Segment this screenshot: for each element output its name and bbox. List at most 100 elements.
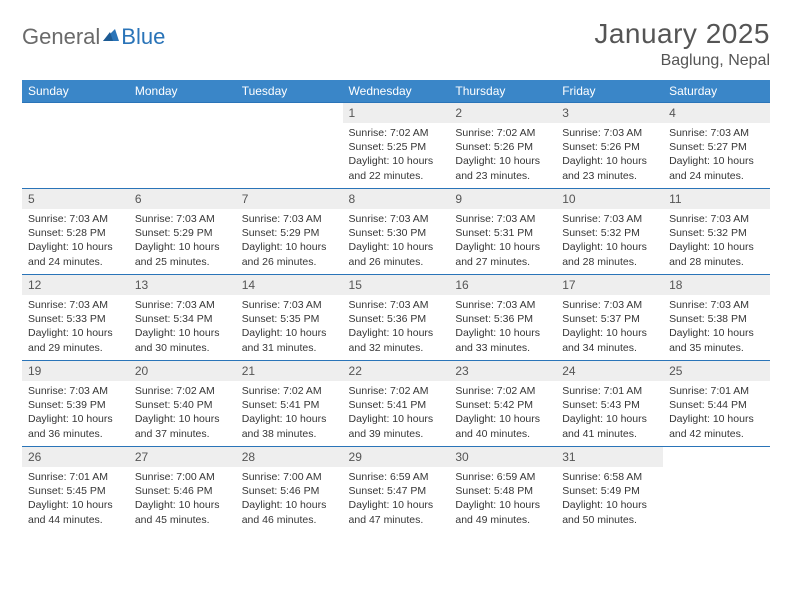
detail-line: Sunrise: 6:59 AM [349, 470, 444, 484]
detail-line: and 30 minutes. [135, 341, 230, 355]
detail-line: Sunset: 5:26 PM [562, 140, 657, 154]
day-number: 1 [343, 103, 450, 123]
detail-line: Sunset: 5:34 PM [135, 312, 230, 326]
day-cell: 22Sunrise: 7:02 AMSunset: 5:41 PMDayligh… [343, 361, 450, 447]
detail-line: Daylight: 10 hours [28, 240, 123, 254]
weekday-header: Saturday [663, 80, 770, 103]
location: Baglung, Nepal [594, 52, 770, 70]
day-number: 5 [22, 189, 129, 209]
day-details: Sunrise: 7:03 AMSunset: 5:34 PMDaylight:… [129, 295, 236, 358]
day-cell: 11Sunrise: 7:03 AMSunset: 5:32 PMDayligh… [663, 189, 770, 275]
weekday-header: Wednesday [343, 80, 450, 103]
detail-line: and 36 minutes. [28, 427, 123, 441]
day-details: Sunrise: 7:03 AMSunset: 5:38 PMDaylight:… [663, 295, 770, 358]
day-cell [129, 103, 236, 189]
day-details: Sunrise: 7:03 AMSunset: 5:32 PMDaylight:… [663, 209, 770, 272]
day-details: Sunrise: 6:59 AMSunset: 5:47 PMDaylight:… [343, 467, 450, 530]
detail-line: Sunrise: 7:02 AM [242, 384, 337, 398]
day-number: 6 [129, 189, 236, 209]
day-cell [236, 103, 343, 189]
detail-line: Sunrise: 7:03 AM [669, 126, 764, 140]
day-cell: 29Sunrise: 6:59 AMSunset: 5:47 PMDayligh… [343, 447, 450, 533]
day-details: Sunrise: 7:03 AMSunset: 5:36 PMDaylight:… [449, 295, 556, 358]
day-details: Sunrise: 7:02 AMSunset: 5:41 PMDaylight:… [236, 381, 343, 444]
day-cell: 31Sunrise: 6:58 AMSunset: 5:49 PMDayligh… [556, 447, 663, 533]
detail-line: Daylight: 10 hours [455, 498, 550, 512]
detail-line: Daylight: 10 hours [455, 412, 550, 426]
detail-line: and 42 minutes. [669, 427, 764, 441]
day-number: 15 [343, 275, 450, 295]
detail-line: Sunrise: 7:03 AM [562, 212, 657, 226]
day-cell: 20Sunrise: 7:02 AMSunset: 5:40 PMDayligh… [129, 361, 236, 447]
detail-line: Daylight: 10 hours [562, 326, 657, 340]
detail-line: and 24 minutes. [28, 255, 123, 269]
detail-line: Sunrise: 7:02 AM [455, 384, 550, 398]
detail-line: and 39 minutes. [349, 427, 444, 441]
day-details: Sunrise: 7:02 AMSunset: 5:25 PMDaylight:… [343, 123, 450, 186]
detail-line: Sunset: 5:38 PM [669, 312, 764, 326]
day-cell: 8Sunrise: 7:03 AMSunset: 5:30 PMDaylight… [343, 189, 450, 275]
day-details: Sunrise: 7:03 AMSunset: 5:26 PMDaylight:… [556, 123, 663, 186]
detail-line: Sunrise: 7:03 AM [562, 126, 657, 140]
detail-line: Sunset: 5:45 PM [28, 484, 123, 498]
day-cell: 17Sunrise: 7:03 AMSunset: 5:37 PMDayligh… [556, 275, 663, 361]
detail-line: Daylight: 10 hours [349, 154, 444, 168]
detail-line: Sunrise: 7:03 AM [455, 298, 550, 312]
day-cell: 7Sunrise: 7:03 AMSunset: 5:29 PMDaylight… [236, 189, 343, 275]
detail-line: Sunrise: 7:03 AM [135, 298, 230, 312]
detail-line: and 33 minutes. [455, 341, 550, 355]
day-cell: 15Sunrise: 7:03 AMSunset: 5:36 PMDayligh… [343, 275, 450, 361]
detail-line: Sunset: 5:40 PM [135, 398, 230, 412]
detail-line: Sunrise: 7:02 AM [349, 384, 444, 398]
detail-line: and 40 minutes. [455, 427, 550, 441]
detail-line: Sunset: 5:26 PM [455, 140, 550, 154]
detail-line: Sunset: 5:44 PM [669, 398, 764, 412]
day-number: 18 [663, 275, 770, 295]
detail-line: Sunrise: 7:03 AM [28, 298, 123, 312]
week-row: 5Sunrise: 7:03 AMSunset: 5:28 PMDaylight… [22, 189, 770, 275]
day-cell: 25Sunrise: 7:01 AMSunset: 5:44 PMDayligh… [663, 361, 770, 447]
detail-line: and 28 minutes. [562, 255, 657, 269]
day-number: 31 [556, 447, 663, 467]
detail-line: and 28 minutes. [669, 255, 764, 269]
day-number: 13 [129, 275, 236, 295]
detail-line: Sunrise: 7:03 AM [242, 298, 337, 312]
detail-line: Daylight: 10 hours [242, 240, 337, 254]
detail-line: Daylight: 10 hours [562, 498, 657, 512]
day-number: 3 [556, 103, 663, 123]
detail-line: and 22 minutes. [349, 169, 444, 183]
detail-line: Sunset: 5:46 PM [242, 484, 337, 498]
day-number: 11 [663, 189, 770, 209]
detail-line: Sunrise: 7:03 AM [242, 212, 337, 226]
week-row: 26Sunrise: 7:01 AMSunset: 5:45 PMDayligh… [22, 447, 770, 533]
detail-line: and 41 minutes. [562, 427, 657, 441]
detail-line: Sunset: 5:30 PM [349, 226, 444, 240]
detail-line: Sunset: 5:36 PM [455, 312, 550, 326]
day-number: 29 [343, 447, 450, 467]
detail-line: and 31 minutes. [242, 341, 337, 355]
detail-line: Daylight: 10 hours [28, 326, 123, 340]
day-cell: 23Sunrise: 7:02 AMSunset: 5:42 PMDayligh… [449, 361, 556, 447]
day-cell: 2Sunrise: 7:02 AMSunset: 5:26 PMDaylight… [449, 103, 556, 189]
detail-line: Sunset: 5:36 PM [349, 312, 444, 326]
day-number: 21 [236, 361, 343, 381]
day-cell: 19Sunrise: 7:03 AMSunset: 5:39 PMDayligh… [22, 361, 129, 447]
detail-line: Sunset: 5:31 PM [455, 226, 550, 240]
weekday-header: Monday [129, 80, 236, 103]
day-number: 16 [449, 275, 556, 295]
detail-line: Sunset: 5:29 PM [135, 226, 230, 240]
detail-line: Sunset: 5:25 PM [349, 140, 444, 154]
day-cell: 18Sunrise: 7:03 AMSunset: 5:38 PMDayligh… [663, 275, 770, 361]
week-row: 1Sunrise: 7:02 AMSunset: 5:25 PMDaylight… [22, 103, 770, 189]
detail-line: Sunrise: 7:01 AM [562, 384, 657, 398]
detail-line: Sunset: 5:47 PM [349, 484, 444, 498]
detail-line: and 25 minutes. [135, 255, 230, 269]
day-details: Sunrise: 7:03 AMSunset: 5:27 PMDaylight:… [663, 123, 770, 186]
day-number: 4 [663, 103, 770, 123]
detail-line: Daylight: 10 hours [242, 412, 337, 426]
detail-line: Daylight: 10 hours [669, 240, 764, 254]
detail-line: Sunset: 5:42 PM [455, 398, 550, 412]
week-row: 12Sunrise: 7:03 AMSunset: 5:33 PMDayligh… [22, 275, 770, 361]
week-row: 19Sunrise: 7:03 AMSunset: 5:39 PMDayligh… [22, 361, 770, 447]
day-details: Sunrise: 6:58 AMSunset: 5:49 PMDaylight:… [556, 467, 663, 530]
